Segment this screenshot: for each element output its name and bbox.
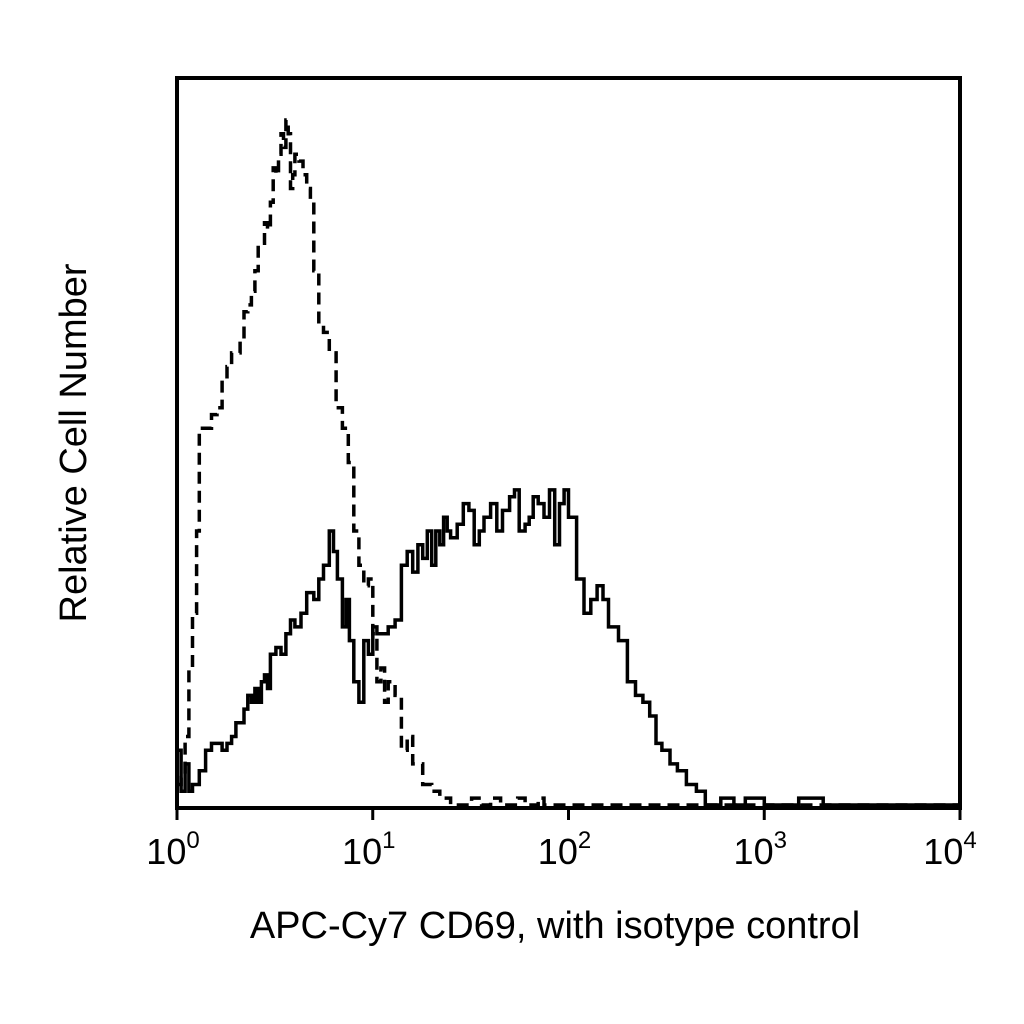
- x-axis-ticks: 100 101 102 103 104: [146, 808, 977, 872]
- isotype-control-histogram: [177, 118, 960, 807]
- x-tick-label: 101: [342, 827, 395, 872]
- x-tick-label: 100: [146, 827, 199, 872]
- x-tick-label: 102: [538, 827, 591, 872]
- x-tick-label: 103: [734, 827, 787, 872]
- y-axis-label: Relative Cell Number: [53, 263, 95, 622]
- x-axis-label: APC-Cy7 CD69, with isotype control: [250, 905, 860, 947]
- series-layer: [177, 118, 960, 807]
- x-tick-label: 104: [923, 827, 976, 872]
- cd69-histogram: [177, 488, 960, 807]
